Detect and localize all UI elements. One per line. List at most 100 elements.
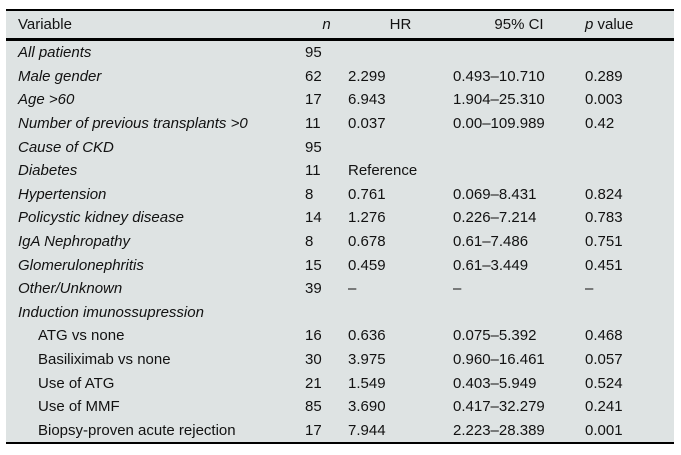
table-row: Basiliximab vs none 30 3.975 0.960–16.46… [6,348,674,372]
cell-n: 14 [305,209,322,227]
cell-hr: 0.636 [348,327,386,345]
table-row: IgA Nephropathy 8 0.678 0.61–7.486 0.751 [6,230,674,254]
cell-variable: Age >60 [18,91,75,109]
cell-variable: Policystic kidney disease [18,209,184,227]
cell-ci: 0.960–16.461 [453,351,545,369]
cell-variable: Other/Unknown [18,280,123,298]
table-row: Biopsy-proven acute rejection 17 7.944 2… [6,419,674,443]
cell-p: 0.289 [585,67,623,85]
table-row: Age >60 17 6.943 1.904–25.310 0.003 [6,88,674,112]
cell-p: 0.241 [585,398,623,416]
cell-hr: 7.944 [348,421,386,439]
table-row: Policystic kidney disease 14 1.276 0.226… [6,206,674,230]
cell-n: 16 [305,327,322,345]
table-row: Diabetes 11 Reference [6,159,674,183]
cell-ci: 0.069–8.431 [453,185,537,203]
cell-variable: Hypertension [18,185,107,203]
cell-hr: Reference [348,162,418,180]
cell-ci: 0.417–32.279 [453,398,545,416]
cell-ci: 0.61–3.449 [453,256,529,274]
table-row: Other/Unknown 39 – – – [6,277,674,301]
cell-ci: 1.904–25.310 [453,91,545,109]
cell-n: 17 [305,91,322,109]
cell-p: 0.524 [585,374,623,392]
cell-n: 95 [305,138,322,156]
cell-variable: IgA Nephropathy [18,233,131,251]
pvalue-header-italic-part: p [585,16,594,33]
cell-n: 62 [305,67,322,85]
results-table: Variable n HR 95% CI p value All patient… [6,9,674,445]
cell-p: 0.751 [585,233,623,251]
cell-variable: Glomerulonephritis [18,256,144,274]
cell-ci: 2.223–28.389 [453,421,545,439]
cell-n: 15 [305,256,322,274]
cell-n: 11 [305,115,321,133]
table-row: Number of previous transplants >0 11 0.0… [6,112,674,136]
cell-hr: 0.037 [348,115,386,133]
table-row: Cause of CKD 95 [6,135,674,159]
table-header-row: Variable n HR 95% CI p value [6,11,674,41]
cell-variable: Induction imunossupression [18,303,204,321]
cell-hr: 3.975 [348,351,386,369]
cell-p: 0.001 [585,421,623,439]
cell-variable: ATG vs none [38,327,125,345]
table-row: Use of MMF 85 3.690 0.417–32.279 0.241 [6,395,674,419]
cell-ci: 0.493–10.710 [453,67,545,85]
cell-variable: Diabetes [18,162,78,180]
cell-n: 17 [305,421,322,439]
cell-variable: Number of previous transplants >0 [18,115,248,133]
cell-hr: 1.549 [348,374,386,392]
cell-n: 85 [305,398,322,416]
cell-ci: 0.00–109.989 [453,115,545,133]
cell-n: 8 [305,233,314,251]
cell-n: 95 [305,44,322,62]
cell-p: 0.003 [585,91,623,109]
cell-variable: Use of MMF [38,398,120,416]
cell-p: – [585,280,594,298]
cell-n: 21 [305,374,322,392]
cell-hr: 2.299 [348,67,386,85]
table-row: Use of ATG 21 1.549 0.403–5.949 0.524 [6,371,674,395]
table-body: All patients 95 Male gender 62 2.299 0.4… [6,41,674,442]
cell-p: 0.057 [585,351,623,369]
cell-ci: – [453,280,462,298]
cell-hr: 6.943 [348,91,386,109]
cell-p: 0.783 [585,209,623,227]
cell-ci: 0.61–7.486 [453,233,529,251]
table-row: Hypertension 8 0.761 0.069–8.431 0.824 [6,183,674,207]
cell-variable: Biopsy-proven acute rejection [38,421,236,439]
cell-p: 0.42 [585,115,615,133]
table-row: Induction imunossupression [6,301,674,325]
cell-ci: 0.403–5.949 [453,374,537,392]
cell-p: 0.451 [585,256,623,274]
cell-variable: Cause of CKD [18,138,114,156]
cell-hr: 0.678 [348,233,386,251]
cell-hr: 0.761 [348,185,386,203]
col-header-hr: HR [389,16,412,33]
col-header-ci: 95% CI [494,16,544,33]
table-row: Glomerulonephritis 15 0.459 0.61–3.449 0… [6,253,674,277]
cell-variable: Basiliximab vs none [38,351,171,369]
table-row: Male gender 62 2.299 0.493–10.710 0.289 [6,65,674,89]
col-header-n: n [322,16,331,33]
cell-n: 11 [305,162,321,180]
cell-variable: Male gender [18,67,102,85]
cell-hr: – [348,280,357,298]
cell-hr: 1.276 [348,209,386,227]
col-header-pvalue: p value [585,17,674,32]
cell-ci: 0.075–5.392 [453,327,537,345]
cell-p: 0.468 [585,327,623,345]
cell-hr: 0.459 [348,256,386,274]
cell-variable: All patients [18,44,92,62]
cell-ci: 0.226–7.214 [453,209,537,227]
pvalue-header-rest: value [593,16,634,33]
cell-n: 30 [305,351,322,369]
table-row: All patients 95 [6,41,674,65]
cell-n: 39 [305,280,322,298]
table-row: ATG vs none 16 0.636 0.075–5.392 0.468 [6,324,674,348]
cell-hr: 3.690 [348,398,386,416]
cell-p: 0.824 [585,185,623,203]
col-header-variable: Variable [18,16,72,33]
cell-variable: Use of ATG [38,374,115,392]
